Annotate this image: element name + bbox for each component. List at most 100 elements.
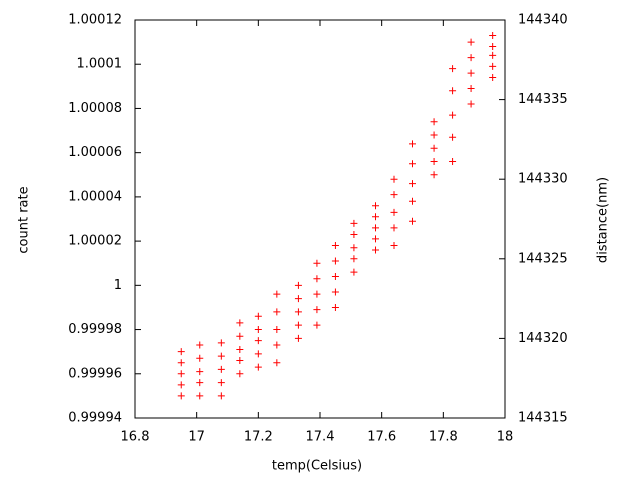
point: [217, 365, 225, 373]
point: [430, 171, 438, 179]
point: [331, 272, 339, 280]
y2-tick-label: 144315: [518, 411, 568, 426]
x-tick-label: 17.2: [244, 430, 273, 445]
y-axis-label: count rate: [17, 186, 32, 253]
point: [254, 312, 262, 320]
point: [236, 319, 244, 327]
y-tick-label: 1.00008: [68, 101, 122, 116]
point: [177, 381, 185, 389]
point: [236, 370, 244, 378]
point: [254, 337, 262, 345]
point: [390, 175, 398, 183]
y2-tick-label: 144340: [518, 13, 568, 28]
point: [467, 69, 475, 77]
point: [430, 144, 438, 152]
point: [449, 158, 457, 166]
point: [236, 345, 244, 353]
point: [390, 208, 398, 216]
point: [409, 140, 416, 148]
point: [294, 295, 302, 303]
y-tick-label: 1: [114, 278, 122, 293]
y-tick-label: 1.00002: [68, 234, 122, 249]
y-tick-label: 1.0001: [77, 57, 123, 72]
point: [273, 341, 281, 349]
point: [196, 379, 204, 387]
point: [489, 51, 497, 59]
point: [217, 339, 225, 347]
point: [409, 160, 416, 168]
point: [467, 85, 475, 93]
plot-frame: [134, 19, 506, 419]
point: [236, 332, 244, 340]
point: [254, 363, 262, 371]
point: [372, 235, 379, 243]
point: [196, 354, 204, 362]
y-tick-label: 1.00012: [68, 13, 122, 28]
y2-tick-label: 144335: [518, 92, 568, 107]
point: [313, 259, 321, 267]
point: [409, 217, 416, 225]
point: [350, 219, 358, 227]
point: [489, 31, 497, 39]
point: [254, 326, 262, 334]
point: [294, 308, 302, 316]
point: [196, 368, 204, 376]
y2-tick-label: 144325: [518, 251, 568, 266]
point: [350, 255, 358, 263]
point: [217, 379, 225, 387]
point: [294, 321, 302, 329]
point: [331, 288, 339, 296]
point: [409, 197, 416, 205]
point: [489, 73, 497, 81]
point: [350, 244, 358, 252]
point: [430, 158, 438, 166]
x-tick-label: 18: [497, 430, 514, 445]
point: [177, 392, 185, 400]
point: [372, 246, 379, 254]
point: [294, 281, 302, 289]
point: [449, 133, 457, 141]
point: [236, 357, 244, 365]
point: [294, 334, 302, 342]
x-axis-label: temp(Celsius): [272, 459, 362, 474]
point: [372, 202, 379, 210]
x-tick-label: 17.8: [429, 430, 458, 445]
x-tick-label: 16.8: [121, 430, 150, 445]
point: [390, 191, 398, 199]
point: [273, 308, 281, 316]
point: [331, 242, 339, 250]
point: [430, 131, 438, 139]
point: [196, 341, 204, 349]
y2-tick-label: 144320: [518, 331, 568, 346]
x-tick-label: 17: [188, 430, 205, 445]
point: [449, 111, 457, 119]
y-tick-label: 1.00006: [68, 145, 122, 160]
point: [217, 392, 225, 400]
point: [331, 257, 339, 265]
point: [372, 224, 379, 232]
point: [467, 54, 475, 62]
x-tick-label: 17.6: [367, 430, 396, 445]
point: [177, 359, 185, 367]
point: [254, 350, 262, 358]
point: [273, 326, 281, 334]
point: [350, 268, 358, 276]
point: [372, 213, 379, 221]
point: [217, 352, 225, 360]
point: [390, 224, 398, 232]
point: [273, 359, 281, 367]
x-tick-label: 17.4: [306, 430, 335, 445]
point: [331, 303, 339, 311]
point: [489, 43, 497, 51]
point: [449, 87, 457, 95]
point: [273, 290, 281, 298]
point: [430, 118, 438, 126]
y-tick-label: 0.99998: [68, 322, 122, 337]
y-tick-label: 0.99994: [68, 411, 122, 426]
point: [313, 306, 321, 314]
point: [313, 275, 321, 283]
y2-axis-label: distance(nm): [596, 177, 611, 263]
point: [467, 100, 475, 108]
point: [177, 348, 185, 356]
